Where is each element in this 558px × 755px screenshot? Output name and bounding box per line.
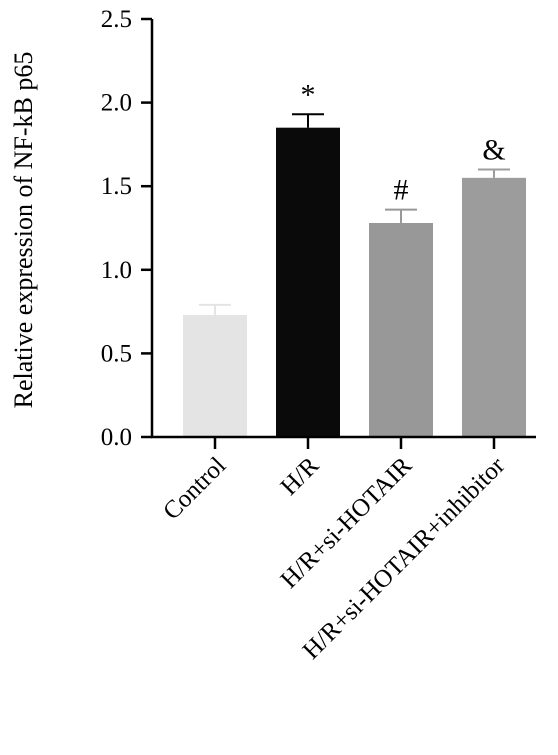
y-tick-label: 2.0 <box>101 90 132 117</box>
x-tick-label: Control <box>158 452 231 525</box>
y-tick-label: 0.5 <box>101 340 132 367</box>
y-tick-label: 0.0 <box>101 424 132 451</box>
bar <box>462 177 526 437</box>
bar <box>276 127 340 438</box>
y-tick-label: 1.5 <box>101 173 132 200</box>
bar <box>183 314 247 437</box>
y-tick-label: 1.0 <box>101 257 132 284</box>
significance-label: & <box>482 133 505 166</box>
significance-label: * <box>301 78 316 111</box>
significance-label: # <box>394 174 409 207</box>
x-tick-label: H/R <box>276 452 325 501</box>
y-axis-label: Relative expression of NF-kB p65 <box>9 52 38 409</box>
bar <box>369 222 433 437</box>
y-tick-label: 2.5 <box>101 6 132 33</box>
